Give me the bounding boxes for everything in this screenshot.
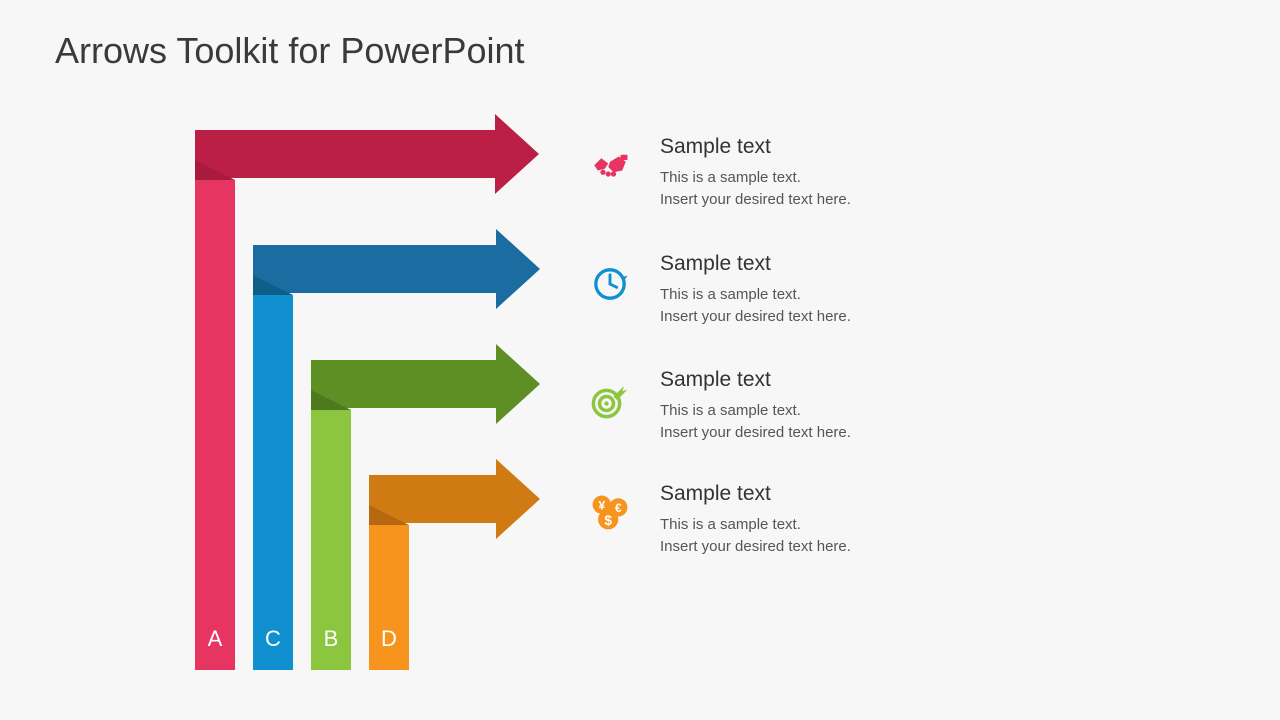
text-block-c: Sample text This is a sample text. Inser…	[660, 252, 1040, 328]
clock-icon	[588, 262, 632, 306]
arrow-c-stem: C	[253, 295, 293, 670]
arrow-d-label: D	[369, 626, 409, 652]
svg-text:€: €	[615, 501, 622, 515]
text-block-d: Sample text This is a sample text. Inser…	[660, 482, 1040, 558]
heading-d: Sample text	[660, 482, 1040, 506]
target-icon	[588, 378, 632, 422]
arrow-a-head	[495, 114, 539, 194]
body-a: This is a sample text. Insert your desir…	[660, 167, 1040, 211]
arrow-a-label: A	[195, 626, 235, 652]
body-b: This is a sample text. Insert your desir…	[660, 400, 1040, 444]
body-d: This is a sample text. Insert your desir…	[660, 514, 1040, 558]
arrow-b-stem: B	[311, 410, 351, 670]
arrow-d-stem: D	[369, 525, 409, 670]
page-title: Arrows Toolkit for PowerPoint	[55, 30, 525, 72]
heading-c: Sample text	[660, 252, 1040, 276]
text-block-a: Sample text This is a sample text. Inser…	[660, 135, 1040, 211]
arrow-a-stem: A	[195, 180, 235, 670]
handshake-icon	[588, 145, 632, 189]
svg-text:$: $	[604, 513, 612, 528]
arrow-c-head	[496, 229, 540, 309]
arrows-diagram: A C B D	[195, 130, 575, 670]
arrow-b-head	[496, 344, 540, 424]
arrow-c-label: C	[253, 626, 293, 652]
heading-b: Sample text	[660, 368, 1040, 392]
money-icon: ¥ € $	[588, 490, 632, 534]
text-block-b: Sample text This is a sample text. Inser…	[660, 368, 1040, 444]
arrow-a-bar	[195, 130, 495, 178]
body-c: This is a sample text. Insert your desir…	[660, 284, 1040, 328]
arrow-b-label: B	[311, 626, 351, 652]
arrow-d-head	[496, 459, 540, 539]
heading-a: Sample text	[660, 135, 1040, 159]
